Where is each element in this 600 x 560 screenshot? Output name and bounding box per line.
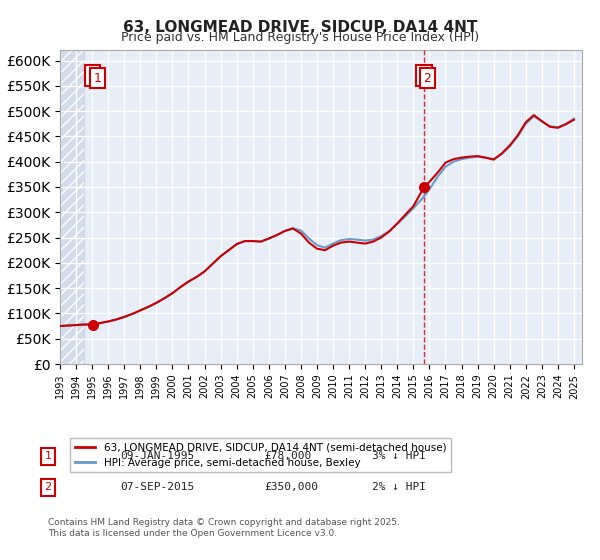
Bar xyxy=(60,50,84,364)
Text: £78,000: £78,000 xyxy=(264,451,311,461)
Text: 07-SEP-2015: 07-SEP-2015 xyxy=(120,482,194,492)
Text: 63, LONGMEAD DRIVE, SIDCUP, DA14 4NT: 63, LONGMEAD DRIVE, SIDCUP, DA14 4NT xyxy=(123,20,477,35)
Text: 09-JAN-1995: 09-JAN-1995 xyxy=(120,451,194,461)
Bar xyxy=(60,50,84,364)
Text: 1: 1 xyxy=(89,69,97,82)
Text: 2: 2 xyxy=(424,72,431,85)
Text: 1: 1 xyxy=(44,451,52,461)
Text: Contains HM Land Registry data © Crown copyright and database right 2025.
This d: Contains HM Land Registry data © Crown c… xyxy=(48,518,400,538)
Text: 1: 1 xyxy=(94,72,101,85)
Legend: 63, LONGMEAD DRIVE, SIDCUP, DA14 4NT (semi-detached house), HPI: Average price, : 63, LONGMEAD DRIVE, SIDCUP, DA14 4NT (se… xyxy=(70,438,451,472)
Text: £350,000: £350,000 xyxy=(264,482,318,492)
Text: Price paid vs. HM Land Registry's House Price Index (HPI): Price paid vs. HM Land Registry's House … xyxy=(121,31,479,44)
Text: 2% ↓ HPI: 2% ↓ HPI xyxy=(372,482,426,492)
Text: 2: 2 xyxy=(44,482,52,492)
Text: 3% ↓ HPI: 3% ↓ HPI xyxy=(372,451,426,461)
Text: 2: 2 xyxy=(420,69,428,82)
